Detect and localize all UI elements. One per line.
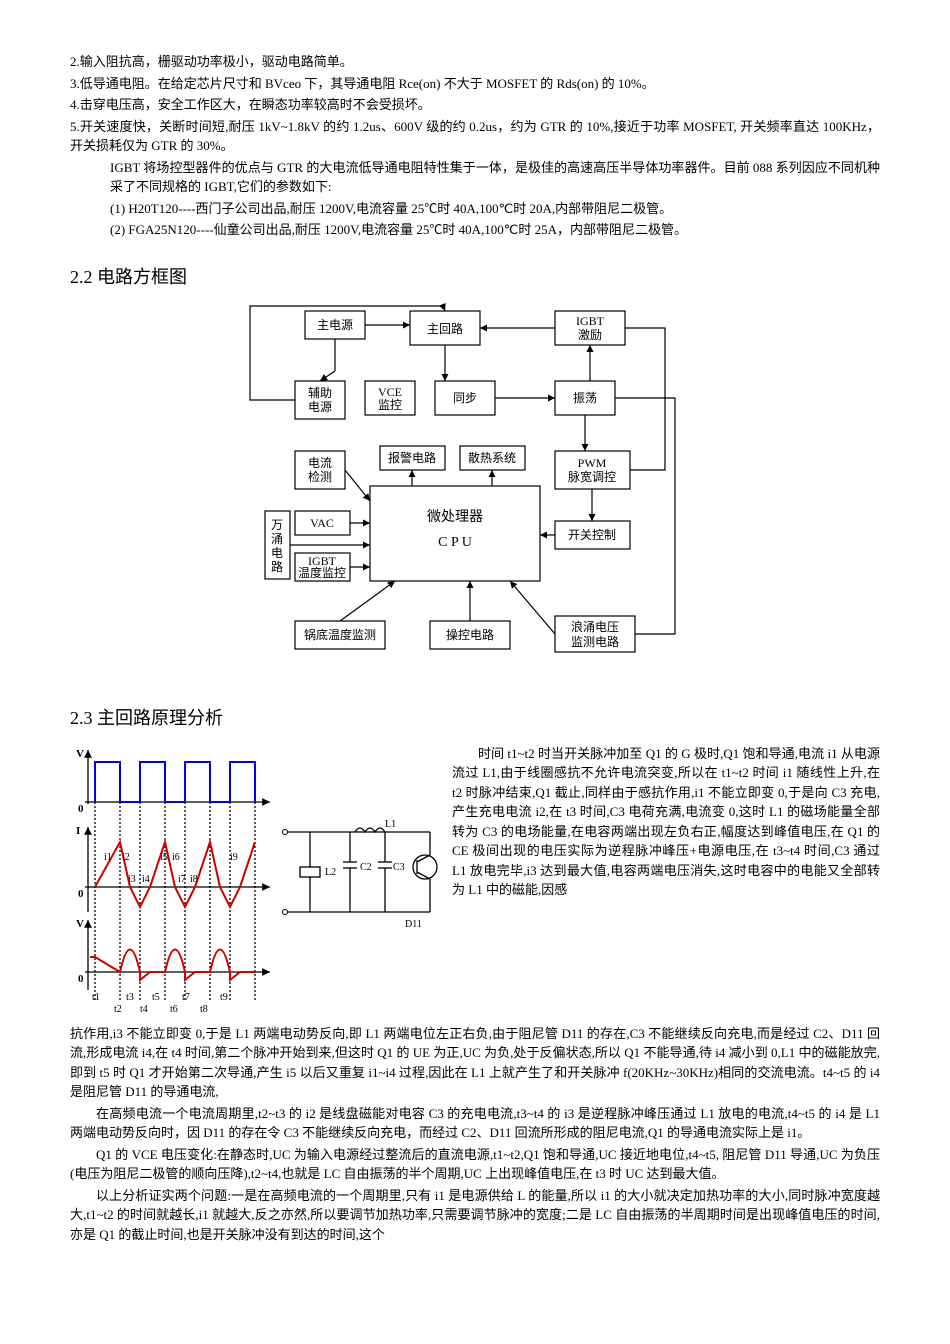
block-pwm-l1: PWM — [578, 456, 607, 470]
igbt-intro: IGBT 将场控型器件的优点与 GTR 的大电流低导通电阻特性集于一体，是极佳的… — [70, 158, 880, 197]
wave-i5: i5 — [160, 852, 168, 863]
wave-t4: t4 — [140, 1004, 148, 1015]
wave-t8: t8 — [200, 1004, 208, 1015]
block-cpu-l1: 微处理器 — [427, 509, 483, 525]
block-igbt-drive-l2: 激励 — [578, 328, 602, 342]
block-osc: 振荡 — [573, 391, 597, 405]
block-surge-v-l1: 浪涌电压 — [571, 619, 619, 634]
waveform-diagram: .ax{stroke:#000;stroke-width:1.3;fill:no… — [70, 742, 440, 1022]
wave-i9: i9 — [230, 852, 238, 863]
circ-l1: L1 — [385, 819, 396, 830]
analysis-p1: 抗作用,i3 不能立即变 0,于是 L1 两端电动势反向,即 L1 两端电位左正… — [70, 1024, 880, 1102]
block-surge-l3: 电 — [271, 546, 283, 560]
igbt-spec-1: (1) H20T120----西门子公司出品,耐压 1200V,电流容量 25℃… — [70, 199, 880, 219]
wave-t1: t1 — [92, 992, 100, 1003]
wave-t9: t9 — [220, 992, 228, 1003]
block-aux-power-l2: 电源 — [308, 400, 332, 414]
block-surge-l2: 涌 — [271, 532, 283, 546]
block-surge-l1: 万 — [271, 518, 283, 532]
list-item-4: 4.击穿电压高，安全工作区大，在瞬态功率较高时不会受损坏。 — [70, 95, 880, 115]
wave-i4: i4 — [142, 874, 150, 885]
section-2-2-title: 2.2 电路方框图 — [70, 264, 880, 291]
wave-i7: i7 — [178, 874, 186, 885]
block-heat: 散热系统 — [468, 450, 516, 465]
block-main-loop: 主回路 — [427, 321, 463, 336]
circ-c2: C2 — [360, 862, 372, 873]
block-switch: 开关控制 — [568, 528, 616, 542]
section-2-3-title: 2.3 主回路原理分析 — [70, 705, 880, 732]
block-main-power: 主电源 — [317, 318, 353, 332]
block-diagram: .bx{fill:#fff;stroke:#000;stroke-width:1… — [70, 301, 880, 681]
circ-d11: D11 — [405, 919, 422, 930]
block-surge-v-l2: 监测电路 — [571, 634, 619, 649]
block-sync: 同步 — [453, 391, 477, 405]
wave-t2: t2 — [114, 1004, 122, 1015]
wave-i8: i8 — [190, 874, 198, 885]
block-pot-temp: 锅底温度监测 — [304, 627, 376, 642]
igbt-spec-2: (2) FGA25N120----仙童公司出品,耐压 1200V,电流容量 25… — [70, 220, 880, 240]
list-item-3: 3.低导通电阻。在给定芯片尺寸和 BVceo 下，其导通电阻 Rce(on) 不… — [70, 74, 880, 94]
analysis-right-col: 时间 t1~t2 时当开关脉冲加至 Q1 的 G 极时,Q1 饱和导通,电流 i… — [452, 744, 880, 900]
block-vac-l1: VAC — [310, 516, 334, 530]
wave-i2: i2 — [122, 852, 130, 863]
wave-zero-2: 0 — [78, 888, 84, 900]
analysis-p2: 在高频电流一个电流周期里,t2~t3 的 i2 是线盘磁能对电容 C3 的充电电… — [70, 1104, 880, 1143]
block-cpu-l2: C P U — [438, 535, 472, 550]
wave-zero-1: 0 — [78, 803, 84, 815]
block-vce-l2: 监控 — [378, 398, 402, 412]
wave-i-label: I — [76, 825, 80, 837]
wave-i6: i6 — [172, 852, 180, 863]
list-item-5: 5.开关速度快，关断时间短,耐压 1kV~1.8kV 的约 1.2us、600V… — [70, 117, 880, 156]
analysis-p4: 以上分析证实两个问题:一是在高频电流的一个周期里,只有 i1 是电源供给 L 的… — [70, 1186, 880, 1245]
block-igbt-drive-l1: IGBT — [576, 314, 605, 328]
block-alarm: 报警电路 — [388, 450, 436, 465]
block-pwm-l2: 脉宽调控 — [568, 469, 616, 484]
wave-zero-3: 0 — [78, 973, 84, 985]
circ-c3: C3 — [393, 862, 405, 873]
block-control: 操控电路 — [446, 627, 494, 642]
wave-t3: t3 — [126, 992, 134, 1003]
wave-t6: t6 — [170, 1004, 178, 1015]
block-vce-l1: VCE — [378, 385, 402, 399]
wave-i1: i1 — [104, 852, 112, 863]
wave-t7: t7 — [182, 992, 190, 1003]
block-aux-power-l1: 辅助 — [308, 386, 332, 400]
wave-v-label: V — [76, 748, 84, 760]
wave-v2-label: V — [76, 918, 84, 930]
block-surge-l4: 路 — [271, 559, 283, 574]
list-item-2: 2.输入阻抗高，栅驱动功率极小，驱动电路简单。 — [70, 52, 880, 72]
wave-t5: t5 — [152, 992, 160, 1003]
circ-l2: L2 — [325, 867, 336, 878]
block-current-l1: 电流 — [308, 456, 332, 470]
block-current-l2: 检测 — [308, 469, 332, 484]
analysis-p3: Q1 的 VCE 电压变化:在静态时,UC 为输入电源经过整流后的直流电源,t1… — [70, 1145, 880, 1184]
wave-i3: i3 — [128, 874, 136, 885]
block-igbt-temp-l2: 温度监控 — [298, 565, 346, 580]
